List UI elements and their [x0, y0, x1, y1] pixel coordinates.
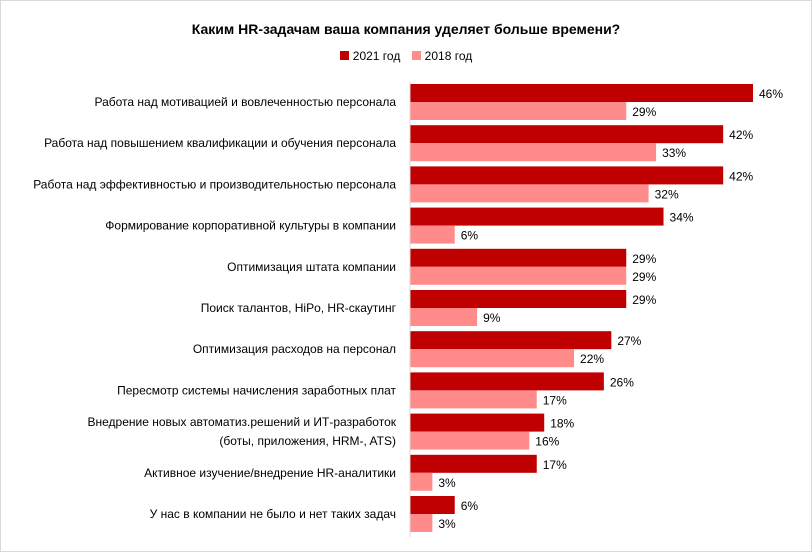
bar-2018: [410, 143, 657, 162]
bar-2021: [410, 125, 724, 144]
data-label: 26%: [610, 375, 634, 389]
data-label: 34%: [670, 211, 694, 225]
category-label: Работа над мотивацией и вовлеченностью п…: [94, 95, 396, 109]
data-label: 3%: [438, 517, 456, 531]
bar-2018: [410, 431, 530, 450]
data-label: 16%: [535, 435, 559, 449]
data-label: 27%: [617, 334, 641, 348]
category-label: Активное изучение/внедрение HR-аналитики: [144, 466, 396, 480]
legend-label-2021: 2021 год: [352, 49, 401, 63]
data-label: 6%: [461, 499, 479, 513]
legend-swatch-2018: [411, 51, 421, 60]
data-label: 29%: [632, 252, 656, 266]
bar-2018: [410, 349, 575, 368]
data-label: 42%: [729, 128, 753, 142]
legend-item-2018: 2018 год: [411, 49, 473, 63]
bar-2018: [410, 102, 627, 120]
bar-2021: [410, 372, 604, 391]
category-label: Поиск талантов, HiPo, HR-скаутинг: [201, 301, 397, 315]
data-label: 42%: [729, 169, 753, 183]
bar-2018: [410, 390, 537, 409]
data-label: 33%: [662, 146, 686, 160]
data-label: 46%: [759, 87, 783, 101]
data-label: 29%: [632, 270, 656, 284]
legend-item-2021: 2021 год: [339, 49, 401, 63]
data-label: 22%: [580, 352, 604, 366]
data-label: 18%: [550, 417, 574, 431]
bar-2018: [410, 225, 455, 244]
data-label: 6%: [461, 229, 479, 243]
bar-2021: [410, 454, 537, 473]
bar-2021: [410, 496, 455, 514]
category-label: Оптимизация расходов на персонал: [193, 342, 396, 356]
legend-swatch-2021: [339, 51, 349, 60]
data-label: 17%: [543, 393, 567, 407]
data-label: 29%: [632, 105, 656, 119]
category-label: Пересмотр системы начисления заработных …: [117, 383, 396, 397]
data-label: 29%: [632, 293, 656, 307]
bar-2021: [410, 207, 664, 226]
bar-2018: [410, 308, 478, 326]
data-label: 17%: [543, 458, 567, 472]
data-label: 9%: [483, 311, 501, 325]
data-label: 32%: [655, 187, 679, 201]
bar-2021: [410, 331, 612, 350]
bar-2021: [410, 290, 627, 308]
category-label: Внедрение новых автоматиз.решений и ИТ-р…: [87, 415, 396, 448]
bar-2021: [410, 413, 545, 432]
category-label: Работа над повышением квалификации и обу…: [44, 136, 396, 150]
data-label: 3%: [438, 476, 456, 490]
bar-2021: [410, 166, 724, 185]
category-label: Работа над эффективностью и производител…: [33, 177, 396, 191]
legend: 2021 год 2018 год: [1, 49, 811, 63]
bar-2018: [410, 514, 433, 532]
bar-2018: [410, 472, 433, 491]
bar-2021: [410, 248, 627, 267]
category-label: У нас в компании не было и нет таких зад…: [150, 507, 396, 521]
category-label: Формирование корпоративной культуры в ко…: [105, 219, 396, 233]
chart-title: Каким HR-задачам ваша компания уделяет б…: [191, 21, 621, 37]
bar-2018: [410, 184, 649, 203]
bar-2021: [410, 84, 753, 102]
bar-2018: [410, 266, 627, 285]
category-label: Оптимизация штата компании: [227, 260, 396, 274]
legend-label-2018: 2018 год: [424, 49, 473, 63]
